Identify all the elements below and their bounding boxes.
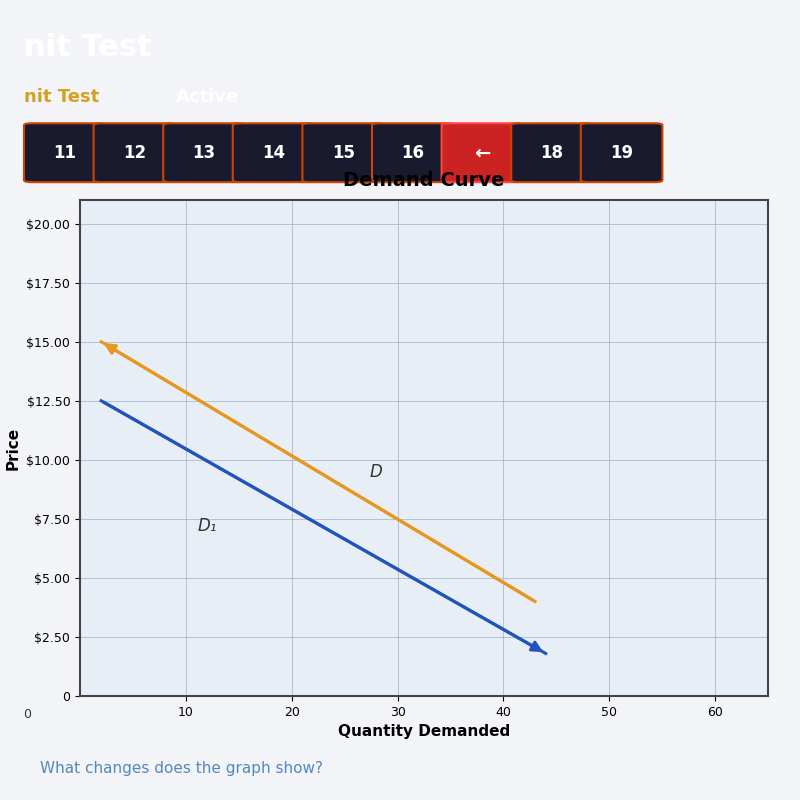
FancyBboxPatch shape	[163, 123, 245, 182]
Text: 18: 18	[541, 144, 563, 162]
Text: 0: 0	[23, 708, 31, 722]
X-axis label: Quantity Demanded: Quantity Demanded	[338, 724, 510, 739]
Text: ←: ←	[474, 143, 490, 162]
Text: 19: 19	[610, 144, 633, 162]
Y-axis label: Price: Price	[6, 426, 21, 470]
Title: Demand Curve: Demand Curve	[343, 171, 505, 190]
Text: 11: 11	[54, 144, 76, 162]
FancyBboxPatch shape	[442, 123, 523, 182]
Text: 16: 16	[402, 144, 424, 162]
FancyBboxPatch shape	[372, 123, 454, 182]
Text: 14: 14	[262, 144, 285, 162]
Text: Active: Active	[176, 88, 239, 106]
FancyBboxPatch shape	[302, 123, 384, 182]
Text: What changes does the graph show?: What changes does the graph show?	[40, 761, 323, 775]
FancyBboxPatch shape	[511, 123, 593, 182]
Text: 13: 13	[193, 144, 215, 162]
FancyBboxPatch shape	[24, 123, 106, 182]
Text: D: D	[370, 462, 382, 481]
Text: D₁: D₁	[198, 517, 217, 535]
Text: 15: 15	[332, 144, 354, 162]
Text: nit Test: nit Test	[24, 33, 152, 62]
Text: nit Test: nit Test	[24, 88, 99, 106]
FancyBboxPatch shape	[581, 123, 662, 182]
FancyBboxPatch shape	[94, 123, 175, 182]
FancyBboxPatch shape	[233, 123, 314, 182]
Text: 12: 12	[123, 144, 146, 162]
